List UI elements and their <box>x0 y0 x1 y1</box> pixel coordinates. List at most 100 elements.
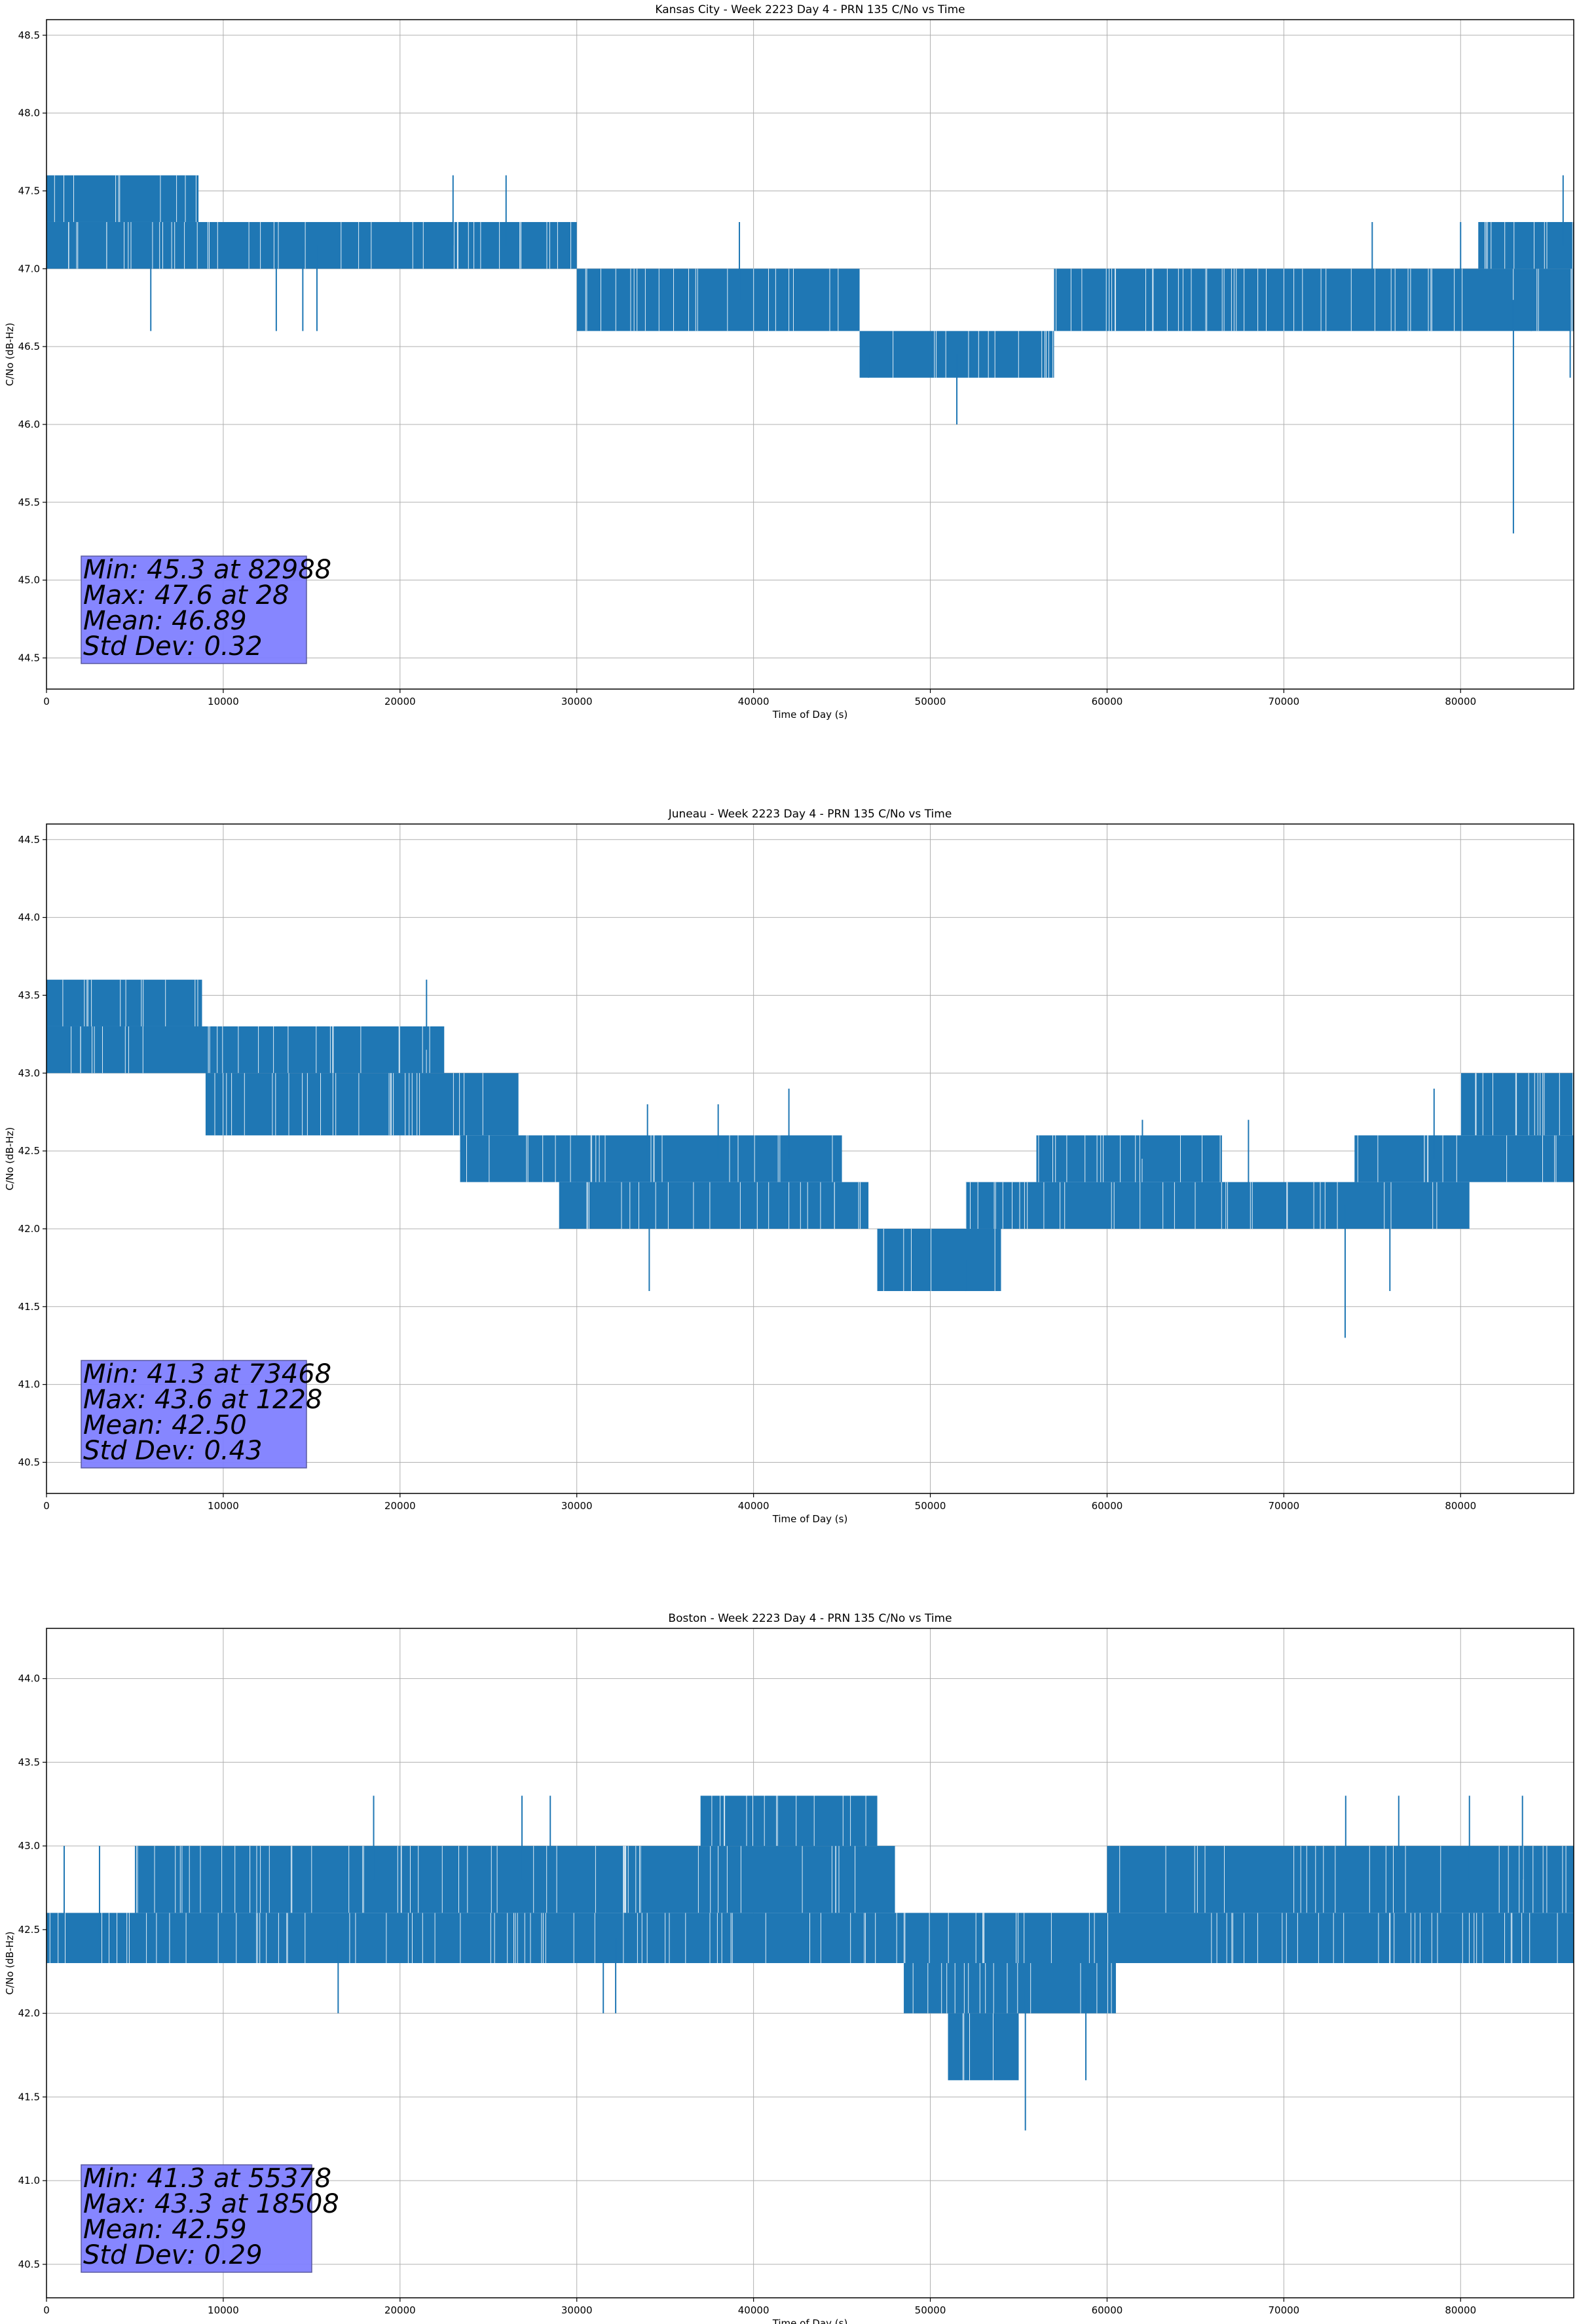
chart-2-band-9-texture <box>1460 1073 1574 1136</box>
chart-2-x-tick-label-3: 30000 <box>561 1500 593 1512</box>
chart-1-y-tick-label-6: 47.5 <box>18 185 40 197</box>
chart-2-x-tick-label-8: 80000 <box>1445 1500 1476 1512</box>
chart-1-xlabel: Time of Day (s) <box>772 709 848 721</box>
chart-1-y-tick-label-7: 48.0 <box>18 107 40 119</box>
chart-2-stats-line-2: Mean: 42.50 <box>83 1410 247 1440</box>
chart-3-y-tick-label-7: 44.0 <box>18 1673 40 1685</box>
chart-2-stats-line-0: Min: 41.3 at 73468 <box>83 1359 331 1389</box>
chart-3-title: Boston - Week 2223 Day 4 - PRN 135 C/No … <box>668 1612 952 1625</box>
chart-1-band-3-texture <box>893 331 1054 378</box>
chart-2-band-4-texture <box>586 1182 861 1229</box>
chart-2-y-tick-label-3: 42.0 <box>18 1223 40 1235</box>
chart-3-y-tick-label-2: 41.5 <box>18 2091 40 2103</box>
chart-2-band-9 <box>1460 1073 1574 1136</box>
chart-1-y-tick-label-4: 46.5 <box>18 341 40 352</box>
chart-1-y-tick-label-3: 46.0 <box>18 419 40 430</box>
chart-2-band-0 <box>46 979 202 1026</box>
chart-2-y-tick-label-2: 41.5 <box>18 1301 40 1313</box>
chart-3-stats-line-0: Min: 41.3 at 55378 <box>83 2164 331 2194</box>
chart-3-stats-line-2: Mean: 42.59 <box>83 2215 247 2245</box>
chart-2-stats-line-1: Max: 43.6 at 1228 <box>83 1385 322 1415</box>
chart-1-x-tick-label-1: 10000 <box>208 696 239 707</box>
chart-1-y-tick-label-8: 48.5 <box>18 29 40 41</box>
chart-3-xlabel: Time of Day (s) <box>772 2317 848 2324</box>
chart-2-stats-box <box>81 1360 307 1469</box>
chart-1-y-tick-label-1: 45.0 <box>18 574 40 586</box>
chart-2-x-tick-label-4: 40000 <box>738 1500 770 1512</box>
chart-3-y-tick-label-5: 43.0 <box>18 1840 40 1852</box>
chart-2-series <box>46 979 1574 1338</box>
chart-1-y-tick-label-0: 44.5 <box>18 652 40 664</box>
chart-1-series <box>46 175 1574 534</box>
chart-1-x-tick-label-4: 40000 <box>738 696 770 707</box>
chart-1-x-tick-label-2: 20000 <box>384 696 416 707</box>
chart-2-y-tick-label-6: 43.5 <box>18 989 40 1001</box>
chart-3-y-tick-label-3: 42.0 <box>18 2008 40 2019</box>
chart-1-band-0-texture <box>54 175 196 222</box>
chart-3-stats-line-3: Std Dev: 0.29 <box>83 2240 263 2270</box>
chart-1-band-2-texture <box>585 269 839 331</box>
chart-3-ylabel: C/No (dB-Hz) <box>4 1932 16 1995</box>
chart-2-y-tick-label-4: 42.5 <box>18 1145 40 1157</box>
chart-1-stats-line-1: Max: 47.6 at 28 <box>83 580 289 610</box>
chart-2-band-8 <box>1354 1135 1574 1182</box>
chart-1-x-tick-label-6: 60000 <box>1092 696 1123 707</box>
chart-2-x-tick-label-0: 0 <box>43 1500 50 1512</box>
chart-1-band-1-texture <box>68 222 572 269</box>
chart-2-x-tick-label-2: 20000 <box>384 1500 416 1512</box>
chart-2-band-2-texture <box>214 1073 483 1136</box>
chart-3-frame <box>46 1628 1574 2298</box>
chart-2-ylabel: C/No (dB-Hz) <box>4 1127 16 1191</box>
chart-2-band-7 <box>1036 1135 1222 1182</box>
chart-3-x-tick-label-3: 30000 <box>561 2304 593 2316</box>
chart-3-x-tick-label-7: 70000 <box>1268 2304 1299 2316</box>
chart-2-band-5 <box>877 1228 1001 1292</box>
chart-2-x-tick-label-7: 70000 <box>1268 1500 1299 1512</box>
chart-2-x-tick-label-5: 50000 <box>915 1500 946 1512</box>
chart-2-band-1-texture <box>71 1026 430 1074</box>
chart-1-stats-line-2: Mean: 46.89 <box>83 606 247 636</box>
chart-2-band-1 <box>46 1026 445 1074</box>
chart-3-band-1 <box>134 1846 895 1913</box>
chart-1-x-tick-label-7: 70000 <box>1268 696 1299 707</box>
chart-1-x-tick-label-3: 30000 <box>561 696 593 707</box>
chart-1-band-1 <box>46 221 577 269</box>
chart-1-stats-line-0: Min: 45.3 at 82988 <box>83 555 331 585</box>
chart-3-x-tick-label-4: 40000 <box>738 2304 770 2316</box>
chart-1-stats-line-3: Std Dev: 0.32 <box>83 631 263 662</box>
chart-1-band-5 <box>1478 221 1574 269</box>
chart-3-band-0-texture <box>49 1913 1558 1963</box>
chart-3-band-4 <box>948 2013 1019 2080</box>
chart-3-x-tick-label-8: 80000 <box>1445 2304 1476 2316</box>
chart-3-y-tick-label-1: 41.0 <box>18 2175 40 2186</box>
chart-3-band-4-texture <box>962 2013 993 2080</box>
chart-2: 0 10000 20000 30000 40000 50000 60000 70000 8000… <box>4 808 1574 1525</box>
chart-1-x-tick-label-8: 80000 <box>1445 696 1476 707</box>
chart-2-frame <box>46 823 1574 1494</box>
chart-3-x-tick-label-1: 10000 <box>208 2304 239 2316</box>
chart-3-y-tick-label-0: 40.5 <box>18 2258 40 2270</box>
chart-2-band-6-texture <box>965 1182 1438 1229</box>
chart-1-x-tick-label-5: 50000 <box>915 696 946 707</box>
chart-3-y-tick-label-4: 42.5 <box>18 1924 40 1936</box>
chart-1-stats-box <box>81 555 307 664</box>
chart-1-x-tick-label-0: 0 <box>43 696 50 707</box>
chart-2-y-tick-label-5: 43.0 <box>18 1067 40 1079</box>
chart-3-x-tick-label-5: 50000 <box>915 2304 946 2316</box>
chart-1-y-tick-label-5: 47.0 <box>18 263 40 274</box>
chart-1-band-5-texture <box>1484 222 1573 269</box>
chart-1-band-4-texture <box>1056 269 1573 331</box>
chart-2-band-4 <box>559 1182 869 1229</box>
chart-3-x-tick-label-0: 0 <box>43 2304 50 2316</box>
chart-3-y-tick-label-6: 43.5 <box>18 1756 40 1768</box>
chart-3-stats-line-1: Max: 43.3 at 18508 <box>83 2189 339 2219</box>
chart-3-band-2 <box>700 1795 878 1846</box>
chart-2-stats-line-3: Std Dev: 0.43 <box>83 1436 263 1466</box>
chart-2-xlabel: Time of Day (s) <box>772 1513 848 1525</box>
chart-3-stats-box <box>81 2164 312 2273</box>
chart-3: 0 10000 20000 30000 40000 50000 60000 70000 8000… <box>4 1612 1574 2324</box>
chart-2-band-0-texture <box>62 979 198 1026</box>
chart-1-frame <box>46 19 1574 690</box>
chart-3-band-5-texture <box>1119 1846 1567 1913</box>
